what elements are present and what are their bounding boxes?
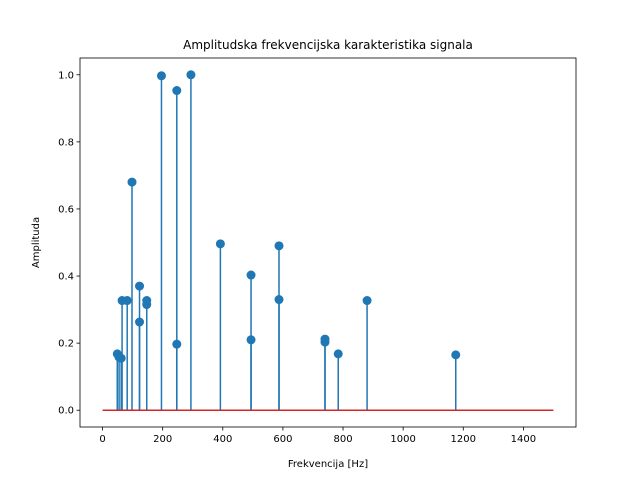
x-tick-label: 1200 <box>451 434 476 445</box>
stem-marker <box>172 86 182 96</box>
x-tick-label: 800 <box>333 434 352 445</box>
stem-marker <box>215 239 225 249</box>
stem-marker <box>142 296 152 306</box>
y-tick-label: 0.6 <box>58 204 74 215</box>
x-tick-label: 200 <box>153 434 172 445</box>
y-tick-label: 0.4 <box>58 272 74 283</box>
x-tick-label: 600 <box>273 434 292 445</box>
stem-marker <box>172 339 182 349</box>
axes-frame <box>79 57 577 428</box>
x-tick-label: 1400 <box>511 434 536 445</box>
y-tick-label: 0.8 <box>58 137 74 148</box>
stem-marker <box>246 270 256 280</box>
y-axis: 0.0 0.2 0.4 0.6 0.8 1.0 <box>58 70 80 417</box>
chart-title: Amplitudska frekvencijska karakteristika… <box>183 38 473 52</box>
stem-marker <box>186 70 196 80</box>
stem-marker <box>122 296 132 306</box>
y-tick-label: 1.0 <box>58 70 74 81</box>
stem-marker <box>246 335 256 345</box>
y-tick-label: 0.2 <box>58 339 74 350</box>
x-tick-label: 400 <box>213 434 232 445</box>
y-tick-label: 0.0 <box>58 406 74 417</box>
x-tick-label: 0 <box>99 434 105 445</box>
stem-marker <box>135 317 145 327</box>
stem-marker <box>274 295 284 305</box>
stem-marker <box>451 350 461 360</box>
x-axis-title: Frekvencija [Hz] <box>288 459 368 470</box>
stem-marker <box>156 71 166 81</box>
stem-marker <box>135 281 145 291</box>
stem-marker <box>127 177 137 187</box>
plot-area <box>102 70 554 411</box>
x-axis: 0 200 400 600 800 1000 1200 1400 <box>99 427 536 445</box>
stem-marker <box>362 296 372 306</box>
x-tick-label: 1000 <box>390 434 415 445</box>
stem-marker <box>333 349 343 359</box>
stem-marker <box>320 337 330 347</box>
stem-marker <box>116 353 126 363</box>
y-axis-title: Amplituda <box>31 217 42 268</box>
stem-marker <box>274 241 284 251</box>
